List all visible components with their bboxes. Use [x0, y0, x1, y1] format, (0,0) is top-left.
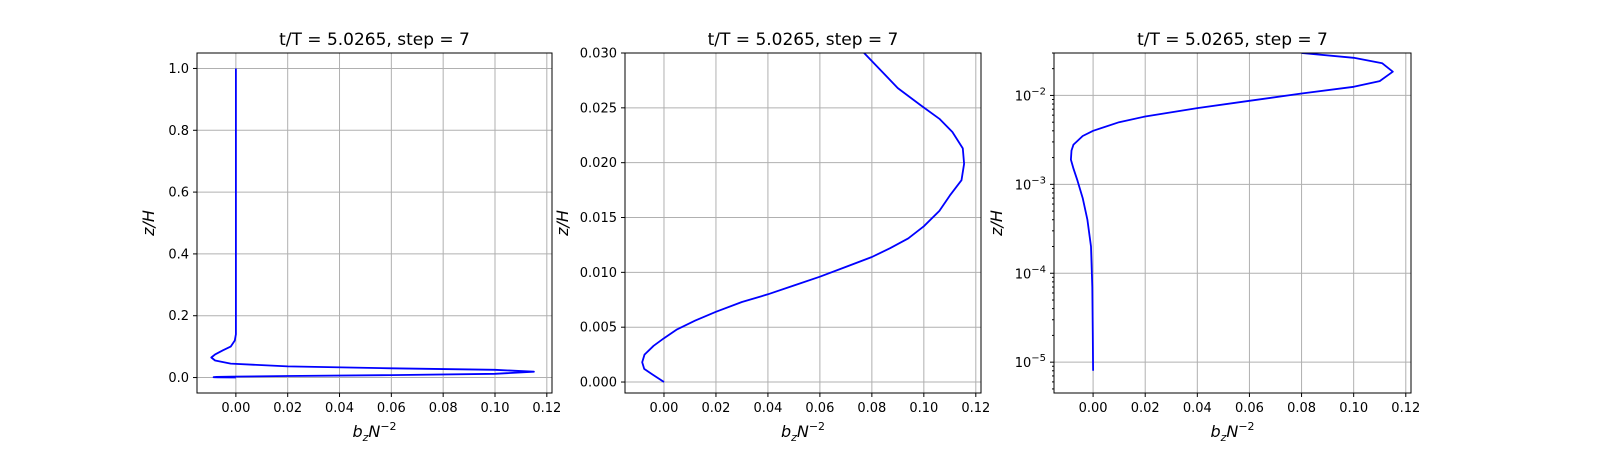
chart-panel-1: 0.00 0.02 0.04 0.06 0.08 0.10 0.12 0.0 0.2 0.4 0.6…	[139, 30, 561, 444]
x-tick-label: 0.06	[1235, 401, 1264, 416]
x-label-sub: z	[790, 431, 797, 444]
y-tick-label: 10−2	[1015, 86, 1046, 104]
chart-panel-2: 0.00 0.02 0.04 0.06 0.08 0.10 0.12 0.000 0.005 0.…	[553, 30, 990, 444]
x-tick-label: 0.04	[325, 401, 354, 416]
x-axis-label: bzN−2	[352, 420, 396, 444]
y-tick-exponent: −4	[1031, 264, 1046, 275]
y-tick-label: 0.6	[168, 186, 189, 201]
y-tick-label: 0.8	[168, 124, 189, 139]
x-tick-label: 0.10	[481, 401, 510, 416]
x-label-base: b	[781, 422, 791, 441]
y-tick-label: 0.005	[580, 321, 617, 336]
x-label-mid: N	[368, 422, 380, 441]
chart-title: t/T = 5.0265, step = 7	[708, 30, 899, 50]
x-tick-label: 0.12	[532, 401, 561, 416]
y-tick-exponent: −2	[1031, 86, 1046, 97]
series-line-1	[641, 53, 965, 383]
x-label-base: b	[1210, 422, 1220, 441]
axes-frame	[1053, 52, 1412, 394]
x-label-mid: N	[1226, 422, 1238, 441]
y-tick-exponent: −3	[1031, 175, 1046, 186]
x-label-sup: −2	[809, 420, 825, 433]
y-tick-label: 0.000	[580, 376, 617, 391]
y-axis-label: z/H	[987, 210, 1006, 237]
axes-frame	[196, 52, 553, 394]
x-tick-label: 0.02	[273, 401, 302, 416]
x-label-mid: N	[797, 422, 809, 441]
y-tick-label: 10−3	[1015, 175, 1046, 193]
x-label-sub: z	[1220, 431, 1227, 444]
x-tick-label: 0.00	[650, 401, 679, 416]
x-tick-label: 0.02	[701, 401, 730, 416]
x-tick-label: 0.04	[753, 401, 782, 416]
y-tick-label: 0.025	[580, 101, 617, 116]
x-tick-label: 0.12	[1391, 401, 1420, 416]
x-tick-label: 0.10	[909, 401, 938, 416]
series-line-1	[210, 68, 535, 379]
x-tick-label: 0.00	[221, 401, 250, 416]
x-tick-label: 0.08	[857, 401, 886, 416]
x-label-base: b	[352, 422, 362, 441]
y-tick-exponent: −5	[1031, 353, 1046, 364]
y-tick-label: 0.4	[168, 247, 189, 262]
x-label-sup: −2	[380, 420, 396, 433]
y-tick-label: 0.030	[580, 47, 617, 62]
y-tick-base: 10	[1015, 178, 1032, 193]
x-tick-label: 0.10	[1339, 401, 1368, 416]
x-tick-label: 0.08	[1287, 401, 1316, 416]
y-tick-label: 0.015	[580, 211, 617, 226]
x-label-sup: −2	[1238, 420, 1254, 433]
y-tick-label: 0.020	[580, 156, 617, 171]
y-tick-base: 10	[1015, 89, 1032, 104]
y-tick-label: 0.0	[168, 371, 189, 386]
x-tick-label: 0.02	[1131, 401, 1160, 416]
chart-panel-3: 0.00 0.02 0.04 0.06 0.08 0.10 0.1210−510−410−3…	[987, 30, 1420, 444]
x-tick-label: 0.12	[961, 401, 990, 416]
y-tick-label: 10−5	[1015, 353, 1046, 371]
y-axis-label: z/H	[139, 210, 158, 237]
x-tick-label: 0.00	[1079, 401, 1108, 416]
chart-title: t/T = 5.0265, step = 7	[1137, 30, 1328, 50]
y-tick-label: 1.0	[168, 62, 189, 77]
x-tick-label: 0.04	[1183, 401, 1212, 416]
x-axis-label: bzN−2	[781, 420, 825, 444]
chart-title: t/T = 5.0265, step = 7	[279, 30, 470, 50]
x-axis-label: bzN−2	[1210, 420, 1254, 444]
y-tick-label: 0.010	[580, 266, 617, 281]
y-tick-label: 0.2	[168, 309, 189, 324]
x-tick-label: 0.08	[429, 401, 458, 416]
y-axis-label: z/H	[553, 210, 572, 237]
x-tick-label: 0.06	[377, 401, 406, 416]
series-line-1	[1070, 53, 1394, 371]
y-tick-label: 10−4	[1015, 264, 1046, 282]
y-tick-base: 10	[1015, 356, 1032, 371]
x-label-sub: z	[362, 431, 369, 444]
y-tick-base: 10	[1015, 267, 1032, 282]
x-tick-label: 0.06	[805, 401, 834, 416]
axes-frame	[624, 52, 982, 394]
